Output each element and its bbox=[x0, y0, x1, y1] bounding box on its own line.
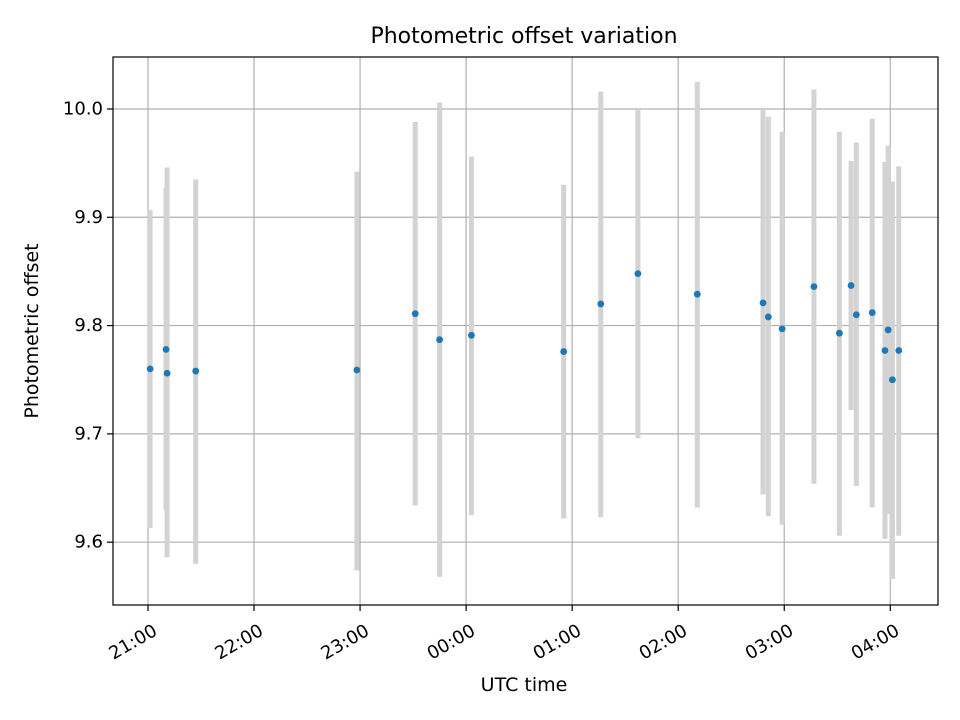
data-points bbox=[146, 270, 903, 384]
data-point bbox=[759, 299, 767, 307]
data-point bbox=[835, 329, 843, 337]
data-point bbox=[162, 346, 170, 353]
y-tick-label: 9.7 bbox=[74, 423, 103, 444]
data-point bbox=[693, 290, 701, 298]
data-point bbox=[852, 311, 860, 319]
data-point bbox=[895, 347, 903, 354]
plot-area bbox=[113, 57, 938, 605]
data-point bbox=[634, 270, 642, 278]
data-point bbox=[468, 331, 475, 339]
data-point bbox=[163, 369, 171, 377]
data-point bbox=[884, 326, 892, 334]
data-point bbox=[146, 365, 154, 373]
data-point bbox=[889, 376, 896, 384]
y-tick-label: 9.9 bbox=[74, 207, 103, 228]
data-point bbox=[847, 282, 855, 289]
chart-title: Photometric offset variation bbox=[370, 24, 677, 49]
data-point bbox=[560, 348, 568, 355]
data-point bbox=[411, 310, 419, 318]
data-point bbox=[810, 283, 818, 290]
plot-frame bbox=[112, 56, 939, 606]
data-point bbox=[868, 309, 876, 316]
data-point bbox=[778, 325, 786, 333]
y-tick-label: 9.8 bbox=[74, 315, 103, 336]
data-point bbox=[764, 313, 772, 321]
data-point bbox=[436, 336, 444, 344]
data-point bbox=[353, 366, 361, 374]
data-point bbox=[881, 347, 889, 354]
y-tick-label: 10.0 bbox=[63, 98, 103, 119]
y-axis-ticks: 9.6 9.7 9.8 9.9 10.0 bbox=[63, 98, 113, 553]
y-axis-label: Photometric offset bbox=[21, 243, 43, 418]
y-tick-label: 9.6 bbox=[74, 532, 103, 553]
data-point bbox=[192, 367, 200, 375]
data-point bbox=[597, 300, 605, 308]
x-axis-label: UTC time bbox=[481, 674, 568, 696]
